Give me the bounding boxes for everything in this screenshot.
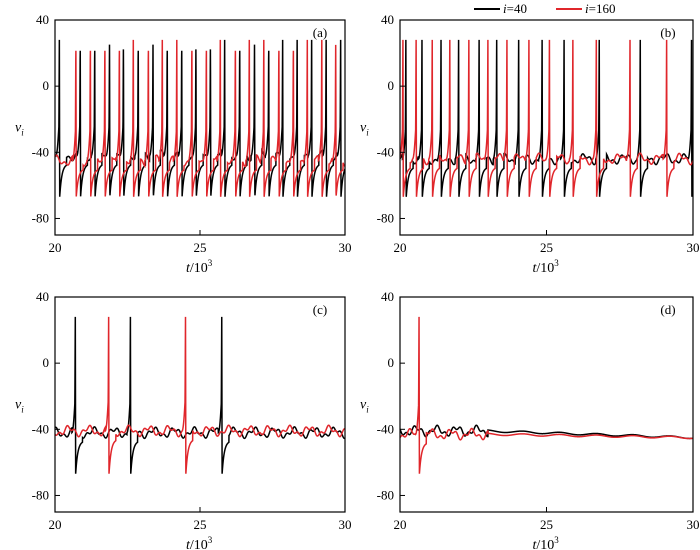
- series-line-i40: [400, 424, 693, 440]
- series-group: [55, 39, 345, 197]
- y-tick-label: 0: [388, 355, 395, 370]
- y-tick-label: 0: [43, 78, 50, 93]
- plot-frame: [399, 19, 694, 236]
- y-tick-label: 40: [381, 289, 394, 304]
- x-axis-label: t/103: [186, 535, 213, 550]
- x-tick-label: 30: [339, 517, 352, 532]
- panel-label: (c): [313, 302, 327, 317]
- x-tick-label: 20: [49, 240, 62, 255]
- y-tick-label: 40: [381, 12, 394, 27]
- y-axis-label: vi: [360, 398, 369, 415]
- y-tick-label: -40: [32, 421, 49, 436]
- y-tick-label: 0: [43, 355, 50, 370]
- panel-label: (d): [660, 302, 675, 317]
- x-tick-label: 30: [339, 240, 352, 255]
- y-tick-label: -80: [377, 210, 394, 225]
- x-tick-label: 20: [49, 517, 62, 532]
- x-tick-label: 25: [540, 240, 553, 255]
- y-axis-label: vi: [15, 121, 24, 138]
- series-group: [400, 39, 693, 197]
- series-group: [400, 316, 693, 474]
- y-axis-label: vi: [15, 398, 24, 415]
- x-axis-label: t/103: [533, 535, 560, 550]
- legend-label-i160: i=160: [585, 1, 615, 16]
- y-tick-label: -40: [377, 421, 394, 436]
- y-tick-label: -80: [32, 210, 49, 225]
- legend: i=40 i=160: [474, 1, 615, 16]
- y-axis-label: vi: [360, 121, 369, 138]
- x-axis-label: t/103: [186, 258, 213, 276]
- x-tick-label: 25: [540, 517, 553, 532]
- plot-frame: [54, 296, 346, 513]
- panel-label: (b): [660, 25, 675, 40]
- x-tick-label: 20: [394, 240, 407, 255]
- x-tick-label: 20: [394, 517, 407, 532]
- series-line-i160: [55, 316, 345, 474]
- y-tick-label: 40: [36, 12, 49, 27]
- series-group: [55, 316, 345, 474]
- y-tick-label: -80: [32, 487, 49, 502]
- y-tick-label: -40: [32, 144, 49, 159]
- series-line-i40: [55, 316, 345, 474]
- y-tick-label: -80: [377, 487, 394, 502]
- series-line-i40: [55, 39, 345, 197]
- y-tick-label: -40: [377, 144, 394, 159]
- x-tick-label: 25: [194, 240, 207, 255]
- series-line-i160: [400, 39, 693, 197]
- legend-label-i40: i=40: [503, 1, 527, 16]
- x-tick-label: 30: [687, 240, 700, 255]
- series-line-i40: [400, 39, 693, 197]
- y-tick-label: 0: [388, 78, 395, 93]
- series-line-i160: [55, 39, 345, 197]
- y-tick-label: 40: [36, 289, 49, 304]
- panel-label: (a): [313, 25, 327, 40]
- plot-frame: [54, 19, 346, 236]
- x-tick-label: 30: [687, 517, 700, 532]
- x-axis-label: t/103: [533, 258, 560, 276]
- plot-frame: [399, 296, 694, 513]
- series-line-i160: [400, 316, 693, 474]
- x-tick-label: 25: [194, 517, 207, 532]
